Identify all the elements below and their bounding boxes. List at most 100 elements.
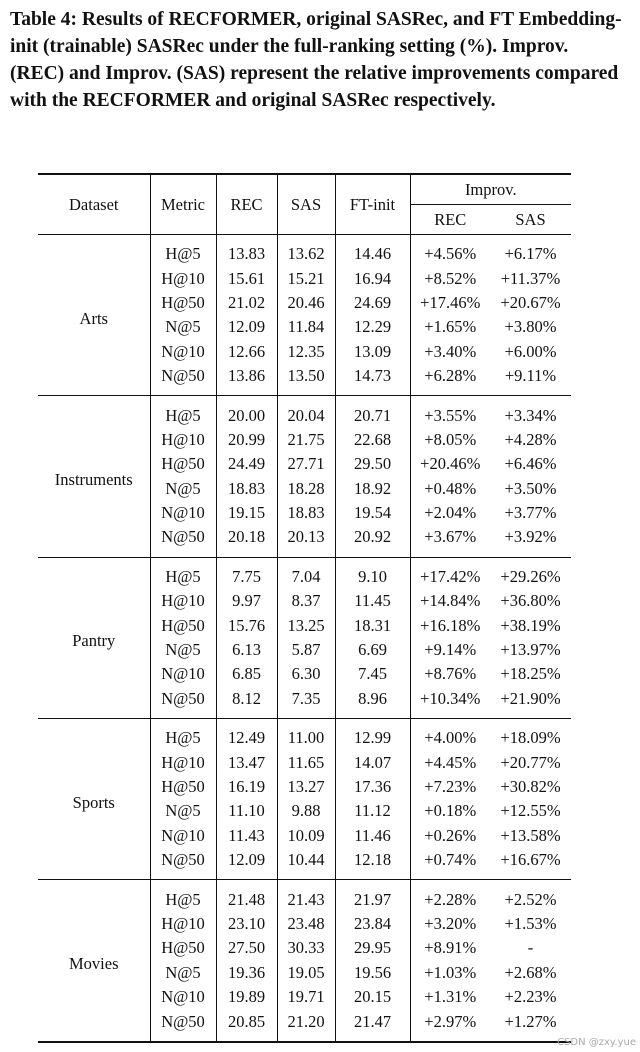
value-cell: 11.45	[335, 589, 411, 614]
value-cell: 8.37	[277, 589, 336, 614]
value-cell: 22.68	[335, 427, 411, 453]
value-cell: 21.97	[335, 879, 411, 912]
watermark: CSDN @zxy.yue	[557, 1037, 636, 1048]
metric-cell: H@50	[150, 452, 217, 477]
value-cell: 29.50	[335, 452, 411, 477]
value-cell: 20.15	[335, 984, 411, 1010]
value-cell: 14.07	[335, 750, 411, 775]
header-cell: SAS	[490, 204, 572, 235]
metric-cell: H@10	[150, 266, 217, 291]
value-cell: 30.33	[277, 936, 336, 961]
value-cell: +1.03%	[424, 962, 477, 982]
value-cell: 20.71	[335, 395, 411, 428]
value-cell: 7.45	[335, 662, 411, 687]
table-row: Instruments H@5 20.00 20.04 20.71 +3.55% +3.34…	[38, 395, 572, 558]
value-cell: 29.95	[335, 936, 411, 961]
value-cell: 18.83	[216, 476, 278, 501]
value-cell: +38.19%	[500, 615, 561, 635]
table-row: N@5 18.83 18.28 18.92 +0.48% +3.50%	[38, 476, 571, 501]
value-cell: 16.94	[335, 266, 411, 291]
value-cell: 23.84	[335, 911, 411, 937]
value-cell: +4.45%	[424, 752, 477, 772]
value-cell: 9.10	[335, 556, 411, 590]
header-cell: Improv.	[464, 179, 517, 199]
value-cell: +9.11%	[504, 366, 557, 386]
table-row: N@10 19.89 19.71 20.15 +1.31% +2.23%	[38, 984, 571, 1010]
value-cell: +17.42%	[410, 556, 490, 590]
value-cell: +2.28%	[410, 879, 490, 912]
table-row: N@10 11.43 10.09 11.46 +0.26% +13.58%	[38, 823, 571, 848]
value-cell: +36.80%	[500, 591, 561, 611]
table-row: Sports H@5 12.49 11.00 12.99 +4.00% +18.09%	[38, 718, 572, 880]
table-row: N@10 12.66 12.35 13.09 +3.40% +6.00%	[38, 339, 571, 364]
value-cell: 13.62	[277, 234, 336, 267]
table-row: H@10 13.47 11.65 14.07 +4.45% +20.77%	[38, 750, 571, 775]
table-row: Movies H@5 21.48 21.43 21.97 +2.28% +2.52%	[38, 879, 572, 1042]
value-cell: 21.02	[216, 290, 278, 316]
value-cell: +4.00%	[410, 718, 490, 751]
header-cell: Dataset	[38, 174, 151, 235]
value-cell: +3.34%	[490, 395, 572, 428]
header-cell: REC	[216, 174, 278, 235]
value-cell: +8.52%	[424, 268, 477, 288]
value-cell: 8.12	[216, 686, 278, 719]
value-cell: 12.09	[216, 315, 278, 340]
value-cell: 8.96	[335, 686, 411, 719]
metric-cell: N@5	[150, 799, 217, 824]
value-cell: +30.82%	[500, 777, 561, 796]
table-row: H@50 27.50 30.33 29.95 +8.91% -	[38, 936, 571, 961]
table-row: H@10 20.99 21.75 22.68 +8.05% +4.28%	[38, 427, 571, 453]
value-cell: +3.92%	[504, 527, 557, 547]
dataset-cell: Arts	[38, 233, 151, 396]
value-cell: 19.36	[216, 960, 278, 985]
dataset-cell: Instruments	[38, 395, 151, 558]
value-cell: 6.13	[216, 637, 278, 663]
value-cell: +3.20%	[424, 913, 477, 933]
value-cell: +1.31%	[424, 987, 477, 1007]
value-cell: +17.46%	[420, 292, 481, 312]
value-cell: 27.71	[277, 452, 336, 477]
value-cell: 15.21	[277, 266, 336, 291]
header-cell: Metric	[150, 174, 217, 235]
value-cell: 17.36	[335, 774, 411, 800]
table-row: Pantry H@5 7.75 7.04 9.10 +17.42% +29.26%	[38, 556, 572, 719]
value-cell: +2.97%	[424, 1011, 477, 1031]
metric-cell: N@50	[150, 363, 217, 396]
metric-cell: H@5	[150, 395, 217, 428]
metric-cell: H@10	[150, 911, 217, 937]
value-cell: +3.77%	[504, 503, 557, 523]
value-cell: 27.50	[216, 936, 278, 961]
table-row: N@10 6.85 6.30 7.45 +8.76% +18.25%	[38, 662, 571, 687]
value-cell: 11.65	[277, 750, 336, 775]
value-cell: 13.27	[277, 774, 336, 800]
value-cell: +1.65%	[424, 317, 477, 337]
value-cell: 13.83	[216, 234, 278, 267]
value-cell: 23.48	[277, 911, 336, 937]
metric-cell: N@5	[150, 637, 217, 663]
value-cell: 6.85	[216, 662, 278, 687]
value-cell: 20.46	[277, 290, 336, 316]
metric-cell: H@50	[150, 613, 217, 638]
value-cell: 15.76	[216, 613, 278, 638]
value-cell: 20.04	[277, 395, 336, 428]
value-cell: +2.52%	[490, 879, 572, 912]
metric-cell: N@5	[150, 960, 217, 985]
value-cell: +1.53%	[504, 913, 557, 933]
value-cell: 13.50	[277, 363, 336, 396]
dataset-cell: Movies	[38, 879, 151, 1042]
value-cell: 21.48	[216, 879, 278, 912]
metric-cell: N@50	[150, 847, 217, 880]
metric-cell: N@5	[150, 315, 217, 340]
value-cell: +9.14%	[424, 640, 477, 660]
header-cell: SAS	[277, 174, 336, 235]
table-row: N@50 13.86 13.50 14.73 +6.28% +9.11%	[38, 363, 571, 396]
value-cell: 7.75	[216, 556, 278, 590]
value-cell: 5.87	[277, 637, 336, 663]
value-cell: 18.92	[335, 476, 411, 501]
value-cell: +2.68%	[504, 962, 557, 982]
value-cell: 20.85	[216, 1009, 278, 1042]
value-cell: 6.69	[335, 637, 411, 663]
value-cell: 11.46	[335, 823, 411, 848]
value-cell: +12.55%	[500, 801, 561, 821]
metric-cell: N@5	[150, 476, 217, 501]
